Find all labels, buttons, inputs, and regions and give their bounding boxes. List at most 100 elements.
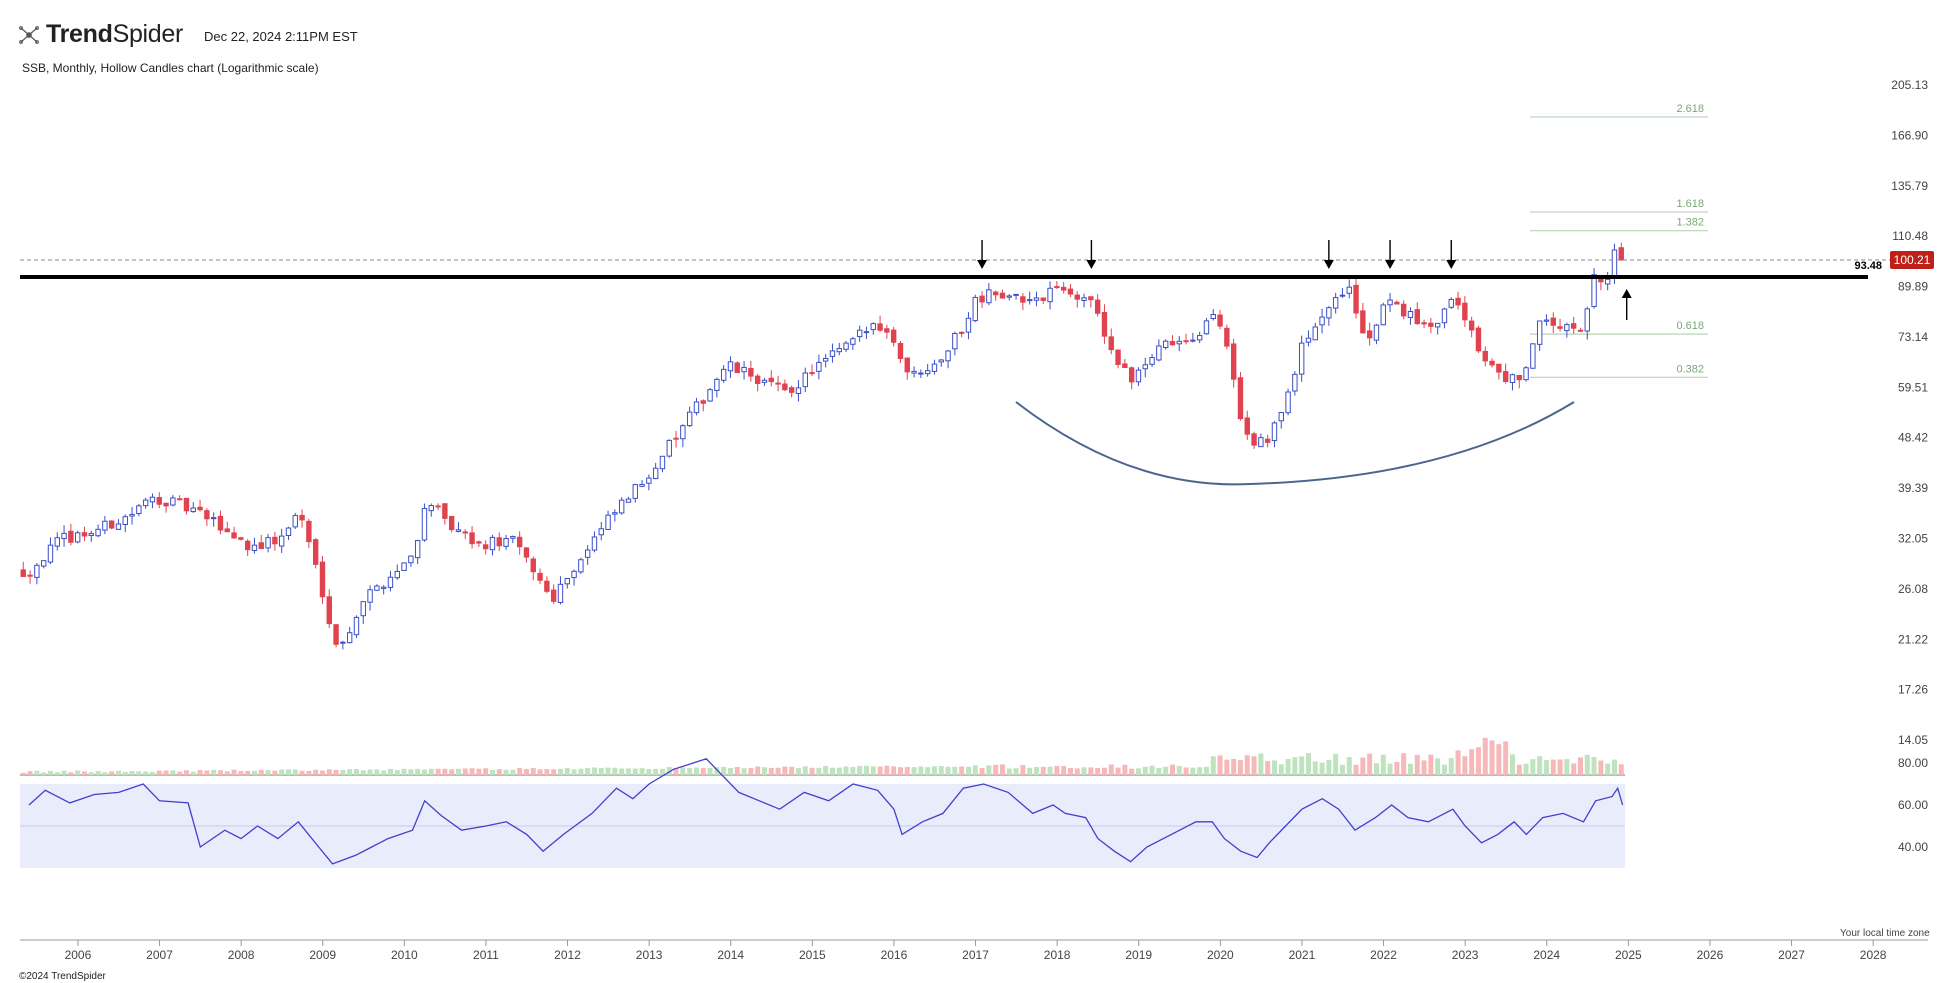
candle-up: [1271, 422, 1278, 442]
candle-down: [1475, 327, 1482, 352]
volume-bar: [47, 770, 53, 775]
volume-bar: [1367, 753, 1373, 775]
candle-down: [530, 558, 536, 573]
price-axis-tick: 166.90: [1891, 128, 1928, 142]
candle-up: [1176, 340, 1182, 345]
volume-bar: [1319, 762, 1325, 775]
candle-down: [1183, 340, 1189, 343]
rsi-axis-tick: 60.00: [1898, 798, 1928, 812]
candle-down: [775, 382, 781, 385]
volume-bar: [258, 769, 264, 775]
volume-bar: [360, 770, 366, 775]
volume-bar: [707, 768, 713, 775]
candle-down: [809, 372, 815, 375]
candle-up: [1611, 249, 1618, 279]
rsi-axis-tick: 80.00: [1898, 756, 1928, 770]
candle-up: [639, 483, 645, 487]
candle-up: [952, 332, 958, 350]
volume-bar: [102, 772, 108, 775]
volume-bar: [177, 771, 183, 775]
candle-down: [523, 547, 530, 558]
candle-up: [850, 338, 856, 345]
candle-up: [659, 455, 666, 470]
volume-bar: [945, 766, 951, 775]
axes: 205.13 166.90 135.79 110.48 89.89 73.14 59.51 4…: [20, 78, 1928, 962]
volume-bar: [585, 767, 591, 775]
candle-down: [734, 362, 740, 374]
rsi-line: [28, 758, 1624, 865]
candle-up: [54, 537, 60, 547]
candle-up: [986, 289, 992, 304]
volume-bar: [401, 768, 407, 775]
volume-bar: [1176, 766, 1182, 775]
candle-down: [224, 528, 230, 533]
volume-bar: [659, 768, 665, 775]
candle-up: [1292, 373, 1298, 392]
volume-bar: [1380, 754, 1386, 775]
volume-bar: [88, 772, 94, 775]
candle-down: [108, 520, 115, 529]
candle-down: [1360, 310, 1366, 334]
volume-bar: [1169, 764, 1175, 775]
candle-down: [1400, 303, 1407, 317]
candle-up: [1210, 313, 1216, 319]
volume-bar: [109, 771, 115, 775]
volume-bar: [319, 770, 325, 775]
volume-bar: [612, 767, 618, 775]
candle-up: [115, 523, 122, 530]
candle-up: [720, 368, 727, 381]
candle-up: [74, 532, 81, 543]
volume-bar: [190, 771, 196, 775]
volume-bar: [353, 769, 359, 775]
volume-bar: [1203, 766, 1209, 775]
candle-up: [863, 331, 870, 334]
volume-bar: [1605, 763, 1611, 775]
volume-bar: [1312, 761, 1318, 775]
volume-bar: [1618, 764, 1624, 775]
volume-bar: [632, 768, 638, 775]
volume-bar: [1122, 764, 1128, 775]
candle-up: [714, 378, 720, 391]
volume-bar: [986, 765, 992, 775]
volume-bar: [1421, 760, 1427, 775]
volume-bar: [1067, 767, 1073, 775]
volume-bar: [1006, 768, 1012, 775]
volume-bar: [897, 767, 903, 775]
volume-bar: [605, 767, 611, 775]
volume-bar: [1278, 764, 1284, 775]
volume-bar: [1020, 765, 1026, 775]
candle-down: [890, 329, 897, 343]
brand-logo[interactable]: TrendSpider: [18, 20, 183, 49]
price-axis-tick: 21.22: [1898, 632, 1928, 646]
spider-logo-icon: [19, 25, 39, 44]
volume-bar: [428, 768, 434, 775]
candle-up: [1536, 320, 1543, 345]
candle-up: [1162, 340, 1169, 349]
candle-up: [1584, 308, 1590, 332]
volume-bar: [1414, 754, 1420, 775]
volume-bar: [61, 770, 67, 775]
volume-bar: [972, 765, 978, 775]
volume-bar: [1210, 756, 1216, 775]
candle-up: [1135, 369, 1142, 383]
candle-down: [550, 589, 557, 602]
candle-down: [204, 510, 210, 520]
candle-down: [326, 596, 332, 625]
volume-bar: [1333, 753, 1339, 775]
candle-up: [1319, 316, 1325, 326]
fib-level-label: 2.618: [1676, 103, 1704, 115]
volume-bar: [326, 769, 332, 775]
candle-down: [1108, 336, 1114, 351]
x-axis-tick-label: 2020: [1207, 948, 1234, 962]
volume-bar: [231, 769, 237, 775]
candle-down: [1577, 329, 1584, 332]
candle-down: [897, 342, 904, 359]
resistance-label: 93.48: [1854, 260, 1882, 272]
candle-down: [1489, 360, 1495, 366]
x-axis-tick-label: 2015: [799, 948, 826, 962]
volume-bar: [1033, 767, 1039, 775]
volume-bar: [1326, 759, 1332, 775]
candle-down: [1169, 341, 1176, 346]
candle-up: [1196, 335, 1203, 341]
